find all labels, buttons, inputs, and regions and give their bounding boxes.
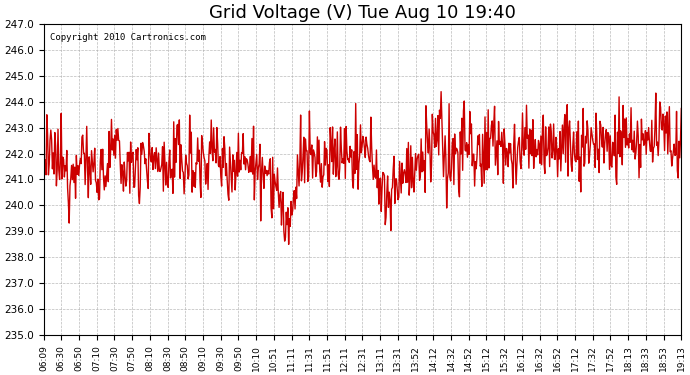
- Title: Grid Voltage (V) Tue Aug 10 19:40: Grid Voltage (V) Tue Aug 10 19:40: [209, 4, 516, 22]
- Text: Copyright 2010 Cartronics.com: Copyright 2010 Cartronics.com: [50, 33, 206, 42]
